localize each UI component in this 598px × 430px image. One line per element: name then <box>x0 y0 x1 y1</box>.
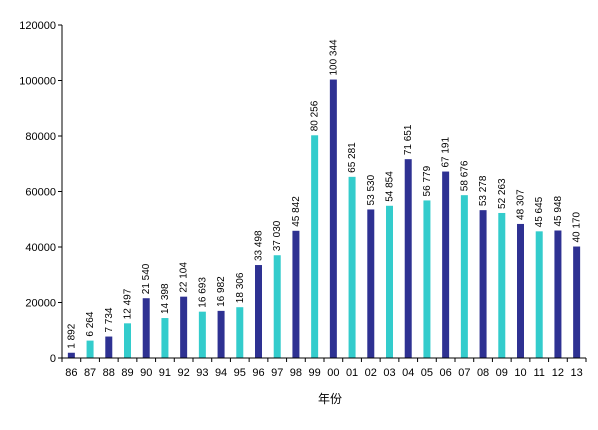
data-label: 14 398 <box>160 283 171 314</box>
data-label: 56 779 <box>422 165 433 196</box>
x-tick-label: 88 <box>103 367 115 379</box>
bar <box>236 307 244 358</box>
x-tick-label: 95 <box>234 367 246 379</box>
data-label: 45 842 <box>291 196 302 227</box>
bar <box>142 298 150 358</box>
bar <box>86 340 94 358</box>
data-label: 54 854 <box>385 171 396 202</box>
bar <box>217 310 225 358</box>
data-label: 12 497 <box>123 288 134 319</box>
bar <box>442 171 450 358</box>
data-label: 6 264 <box>85 311 96 336</box>
x-tick-label: 87 <box>84 367 96 379</box>
y-axis: 0 20000 40000 60000 80000 100000 120000 <box>19 20 63 365</box>
x-tick-label: 03 <box>383 367 395 379</box>
bar <box>535 231 543 358</box>
x-tick-label: 94 <box>215 367 227 379</box>
y-tick-label: 100000 <box>19 76 56 88</box>
y-tick-label: 20000 <box>25 298 56 310</box>
y-tick-label: 120000 <box>19 20 56 32</box>
data-label: 52 263 <box>497 178 508 209</box>
data-label: 45 948 <box>553 195 564 226</box>
data-label: 58 676 <box>459 160 470 191</box>
bar <box>292 230 300 358</box>
bar <box>161 318 169 358</box>
data-label: 45 645 <box>534 196 545 227</box>
data-label: 53 278 <box>478 175 489 206</box>
x-tick-label: 98 <box>290 367 302 379</box>
data-label: 18 306 <box>235 272 246 303</box>
x-tick-label: 08 <box>477 367 489 379</box>
bar <box>554 230 562 358</box>
x-tick-label: 86 <box>65 367 77 379</box>
x-tick-label: 12 <box>552 367 564 379</box>
data-label: 71 651 <box>403 124 414 155</box>
x-tick-label: 11 <box>534 367 545 379</box>
bar <box>273 255 281 358</box>
data-label: 7 734 <box>104 307 115 332</box>
data-label: 100 344 <box>328 39 339 76</box>
data-label: 40 170 <box>572 212 583 243</box>
x-tick-label: 13 <box>571 367 583 379</box>
data-label: 16 982 <box>216 276 227 307</box>
bar <box>404 159 412 358</box>
x-tick-label: 10 <box>514 367 526 379</box>
data-label: 16 693 <box>197 277 208 308</box>
data-label: 1 892 <box>66 323 77 348</box>
x-tick-label: 02 <box>365 367 377 379</box>
bar <box>329 79 337 358</box>
data-label: 37 030 <box>272 220 283 251</box>
bar <box>105 336 113 358</box>
x-tick-label: 93 <box>196 367 208 379</box>
bar <box>67 352 75 358</box>
x-axis-title: 年份 <box>318 392 342 406</box>
bar <box>386 205 393 358</box>
x-tick-label: 99 <box>309 367 321 379</box>
x-tick-label: 04 <box>402 367 414 379</box>
x-tick-label: 09 <box>496 367 508 379</box>
x-tick-label: 92 <box>178 367 190 379</box>
x-tick-label: 06 <box>440 367 452 379</box>
y-tick-label: 40000 <box>25 242 56 254</box>
x-tick-label: 07 <box>458 367 470 379</box>
x-tick-label: 91 <box>159 367 171 379</box>
bar <box>124 323 131 358</box>
bar <box>367 209 375 358</box>
x-tick-label: 96 <box>252 367 264 379</box>
data-labels: 1 892 6 264 7 734 12 497 21 540 14 398 22 104 1… <box>66 39 582 349</box>
data-label: 22 104 <box>179 262 190 293</box>
data-label: 80 256 <box>310 100 321 131</box>
bar <box>198 311 206 358</box>
bar <box>423 200 431 358</box>
y-tick-label: 0 <box>50 353 56 365</box>
bar <box>348 176 356 358</box>
bar <box>460 195 468 358</box>
data-label: 65 281 <box>347 142 358 173</box>
bar <box>517 223 524 358</box>
bar <box>479 210 487 358</box>
bar <box>180 296 188 358</box>
x-tick-label: 01 <box>346 367 358 379</box>
data-label: 67 191 <box>441 137 452 168</box>
bar <box>311 135 319 358</box>
data-label: 21 540 <box>141 263 152 294</box>
x-tick-label: 97 <box>271 367 283 379</box>
bar <box>498 212 506 358</box>
x-tick-label: 05 <box>421 367 433 379</box>
data-label: 53 530 <box>366 174 377 205</box>
bars <box>67 79 581 358</box>
bar <box>255 265 262 358</box>
x-tick-label: 89 <box>121 367 133 379</box>
x-axis: 86 87 88 89 90 91 92 93 94 95 96 97 98 99 00 01 02 03 04 05… <box>61 357 587 379</box>
x-tick-label: 90 <box>140 367 152 379</box>
bar <box>573 246 581 358</box>
data-label: 33 498 <box>254 230 265 261</box>
x-tick-label: 00 <box>327 367 339 379</box>
y-tick-label: 60000 <box>25 187 56 199</box>
y-tick-label: 80000 <box>25 131 56 143</box>
data-label: 48 307 <box>516 189 527 220</box>
